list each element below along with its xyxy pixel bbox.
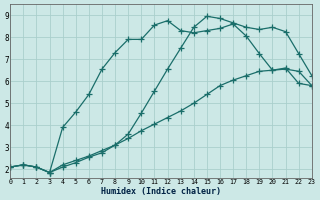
X-axis label: Humidex (Indice chaleur): Humidex (Indice chaleur) xyxy=(101,187,221,196)
